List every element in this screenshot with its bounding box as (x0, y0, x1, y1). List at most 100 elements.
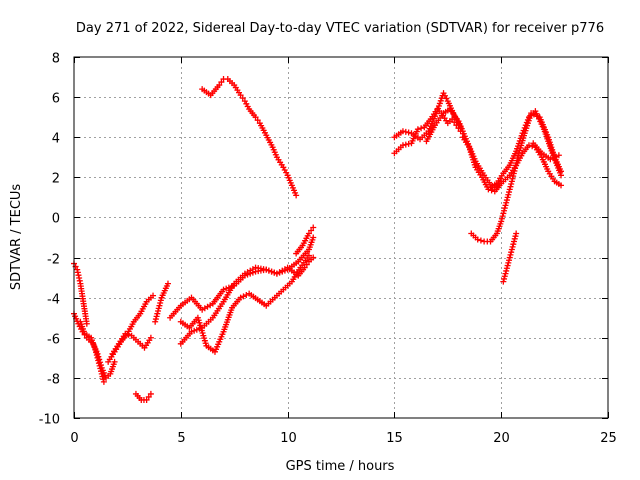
data-point (143, 396, 150, 403)
data-point (239, 95, 246, 102)
data-point (310, 224, 317, 231)
data-point (308, 227, 315, 234)
data-point (154, 310, 161, 317)
data-point (555, 152, 562, 159)
data-point (254, 117, 261, 124)
data-point (498, 215, 505, 222)
data-point (522, 122, 529, 129)
series-arc-c (77, 318, 107, 385)
series-arc-r (487, 108, 565, 191)
series-arc-i (177, 252, 312, 355)
data-point (501, 273, 508, 280)
plot-frame (73, 56, 609, 419)
data-point (503, 199, 510, 206)
series-arc-e (109, 330, 154, 357)
data-point (99, 373, 106, 380)
data-point (93, 352, 100, 359)
data-point (156, 302, 163, 309)
series-arc-s (493, 142, 565, 191)
data-point (155, 305, 162, 312)
y-tick-label: -8 (47, 373, 60, 388)
data-point (273, 270, 280, 277)
data-point (92, 346, 99, 353)
y-tick-label: 8 (52, 52, 60, 67)
x-axis-label: GPS time / hours (286, 459, 395, 474)
data-point (503, 265, 510, 272)
data-point (252, 114, 259, 121)
data-point (237, 92, 244, 99)
data-point (512, 233, 519, 240)
x-tick-label: 20 (493, 431, 510, 446)
data-point (507, 183, 514, 190)
data-point (152, 316, 159, 323)
data-point (418, 125, 425, 132)
data-point (399, 128, 406, 135)
data-point (125, 331, 132, 338)
data-point (279, 268, 286, 275)
series-arc-g (152, 280, 171, 325)
series-arc-f (132, 390, 154, 403)
data-point (523, 119, 530, 126)
data-point (98, 368, 105, 375)
data-point (402, 128, 409, 135)
axis-ticks (74, 57, 609, 419)
data-point (147, 334, 154, 341)
data-point (95, 357, 102, 364)
y-tick-label: 2 (52, 172, 60, 187)
data-point (550, 154, 557, 161)
data-point (529, 143, 536, 150)
data-point (498, 218, 505, 225)
series-arc-u (530, 140, 562, 163)
data-point (477, 237, 484, 244)
data-point (547, 156, 554, 163)
data-point (122, 330, 129, 337)
data-point (405, 140, 412, 147)
x-tick-label: 10 (280, 431, 297, 446)
data-point (293, 192, 300, 199)
data-point (237, 294, 244, 301)
data-point (310, 254, 317, 261)
data-point (263, 266, 270, 273)
data-point (157, 300, 164, 307)
y-axis-label: SDTVAR / TECUs (9, 184, 24, 291)
data-point (271, 269, 278, 276)
data-point (500, 278, 507, 285)
data-point (223, 285, 230, 292)
data-point (506, 189, 513, 196)
data-point (499, 213, 506, 220)
data-point (501, 205, 508, 212)
x-tick-label: 5 (177, 431, 185, 446)
data-point (503, 197, 510, 204)
data-point (111, 358, 118, 365)
data-point (97, 365, 104, 372)
data-point (98, 370, 105, 377)
data-point (502, 270, 509, 277)
data-point (305, 252, 312, 259)
data-point (501, 275, 508, 282)
data-point (520, 127, 527, 134)
series-arc-t (500, 230, 520, 285)
x-tick-label: 0 (70, 431, 78, 446)
data-point (100, 378, 107, 385)
data-point (100, 376, 107, 383)
data-point (558, 182, 565, 189)
chart-title: Day 271 of 2022, Sidereal Day-to-day VTE… (76, 21, 604, 36)
data-point (93, 349, 100, 356)
y-tick-label: -6 (47, 333, 60, 348)
series-arc-l (199, 76, 300, 199)
data-point (95, 360, 102, 367)
data-point (558, 172, 565, 179)
data-point (504, 194, 511, 201)
data-point (94, 354, 101, 361)
y-tick-label: 4 (52, 132, 60, 147)
data-point (405, 129, 412, 136)
series-arc-p (459, 134, 505, 195)
data-point (513, 230, 520, 237)
data-point (506, 186, 513, 193)
data-point (521, 124, 528, 131)
data-point (508, 246, 515, 253)
data-point (145, 393, 152, 400)
data-point (510, 241, 517, 248)
data-point (504, 262, 511, 269)
